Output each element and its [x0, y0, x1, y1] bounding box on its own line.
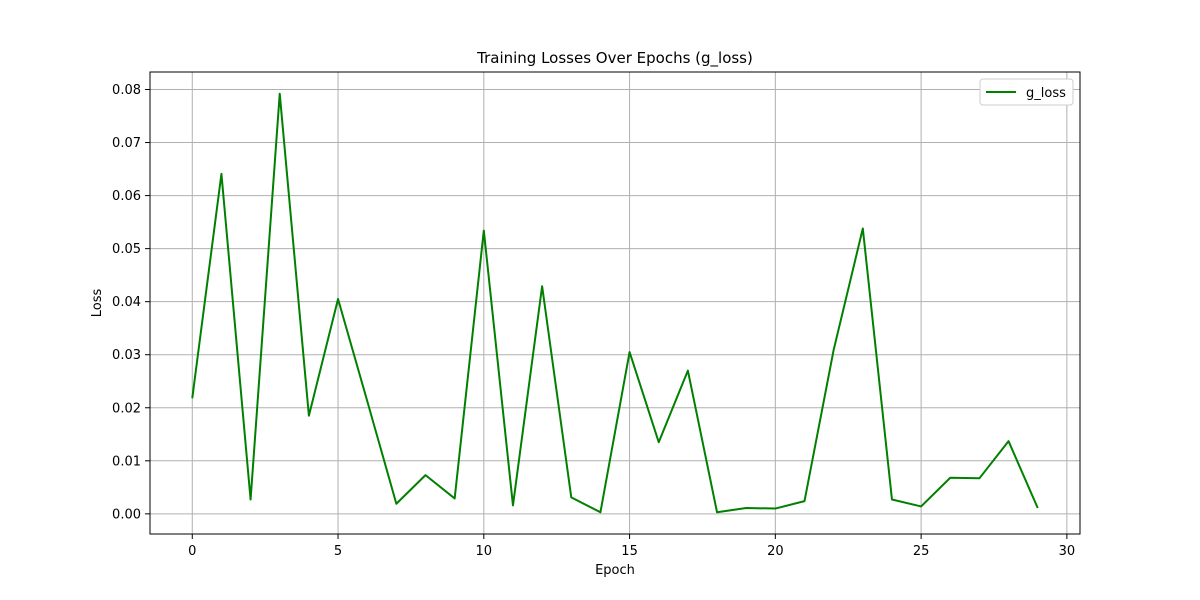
y-tick-label: 0.03 [112, 348, 141, 363]
y-tick-label: 0.04 [112, 295, 141, 310]
legend-label-g-loss: g_loss [1026, 86, 1066, 101]
chart-title: Training Losses Over Epochs (g_loss) [476, 49, 753, 68]
series-line-g-loss [191, 92, 1039, 514]
x-tick-label: 25 [913, 544, 930, 559]
y-tick-label: 0.08 [112, 83, 141, 98]
legend: g_loss [979, 78, 1074, 106]
legend-box [979, 78, 1074, 106]
grid-lines [150, 72, 1080, 534]
y-tick-label: 0.00 [112, 507, 141, 522]
x-tick-label: 0 [188, 544, 196, 559]
y-tick-label: 0.02 [112, 401, 141, 416]
x-axis-label: Epoch [595, 563, 635, 578]
y-tick-label: 0.01 [112, 454, 141, 469]
axis-ticks: 0 5 10 15 20 25 30 0.00 0.01 0.02 0.03 0.04 0.05 0.06… [112, 83, 1075, 559]
x-tick-label: 20 [767, 544, 784, 559]
x-tick-label: 15 [621, 544, 638, 559]
y-tick-label: 0.06 [112, 189, 141, 204]
y-tick-label: 0.07 [112, 136, 141, 151]
x-tick-label: 30 [1059, 544, 1076, 559]
y-tick-label: 0.05 [112, 242, 141, 257]
x-tick-label: 10 [476, 544, 493, 559]
series-lines [191, 92, 1039, 514]
x-tick-label: 5 [334, 544, 342, 559]
plot-area-frame [149, 71, 1081, 535]
y-axis-label: Loss [90, 289, 105, 318]
